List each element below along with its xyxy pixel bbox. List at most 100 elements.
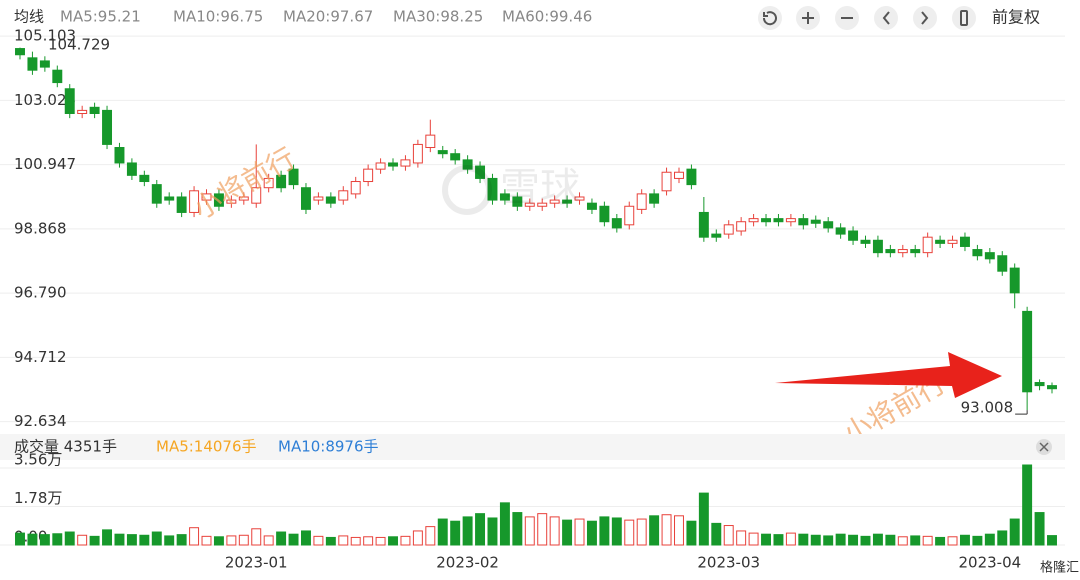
y-tick-label: 96.790 xyxy=(14,284,67,302)
volume-bar xyxy=(102,529,113,546)
candle-body xyxy=(388,162,398,167)
x-tick-label: 2023-04 xyxy=(958,554,1021,572)
volume-bar xyxy=(499,502,510,546)
zoom-out-button[interactable] xyxy=(835,6,859,30)
candle-body xyxy=(1047,385,1057,390)
candle-body xyxy=(263,177,274,189)
volume-bar xyxy=(674,515,684,546)
candle-body xyxy=(686,168,697,186)
candle-body xyxy=(425,134,436,149)
candle-body xyxy=(139,174,150,183)
toolbar xyxy=(758,6,976,30)
volume-bar xyxy=(1034,512,1045,546)
volume-bar xyxy=(487,517,498,546)
adjust-toggle[interactable]: 前复权 xyxy=(992,8,1040,27)
volume-bar xyxy=(338,535,349,546)
candle-body xyxy=(624,205,635,226)
candle-body xyxy=(698,211,709,238)
candle-body xyxy=(437,150,448,155)
volume-bar xyxy=(1009,518,1020,546)
candle-body xyxy=(922,236,933,254)
candle-body xyxy=(910,249,921,254)
reset-button[interactable] xyxy=(758,6,782,30)
min-label: 93.008 xyxy=(961,399,1014,417)
zoom-in-button[interactable] xyxy=(796,6,820,30)
x-tick-label: 2023-03 xyxy=(697,554,760,572)
x-tick-label: 2023-02 xyxy=(436,554,499,572)
volume-bar xyxy=(624,519,635,546)
volume-bar xyxy=(350,536,361,546)
candle-body xyxy=(15,48,25,56)
volume-bar xyxy=(872,533,883,546)
candle-body xyxy=(77,109,88,114)
volume-bar xyxy=(947,536,958,546)
volume-bar xyxy=(164,535,175,546)
volume-bar xyxy=(661,514,672,546)
candle-body xyxy=(1034,382,1045,387)
volume-bar xyxy=(238,534,249,546)
ma-legend: MA60:99.46 xyxy=(502,8,592,26)
candle-body xyxy=(338,190,349,201)
volume-bar xyxy=(64,531,75,546)
volume-bar xyxy=(910,535,921,546)
candle-body xyxy=(835,227,846,235)
volume-bar xyxy=(151,531,162,546)
candle-body xyxy=(636,193,647,210)
candle-body xyxy=(251,187,262,204)
candle-body xyxy=(176,196,187,213)
candle-body xyxy=(537,202,548,207)
volume-bar xyxy=(562,519,573,546)
candle-body xyxy=(723,224,734,235)
volume-bar xyxy=(537,513,548,546)
volume-bar xyxy=(450,520,461,546)
volume-ma5: MA5:14076手 xyxy=(156,438,257,456)
volume-bar xyxy=(114,533,125,546)
candle-body xyxy=(189,190,200,213)
candle-body xyxy=(599,205,610,223)
y-tick-label: 98.868 xyxy=(14,219,67,237)
volume-bar xyxy=(848,534,859,546)
candle-body xyxy=(785,218,796,223)
y-tick-label: 100.947 xyxy=(14,155,76,173)
candle-body xyxy=(798,218,809,226)
candle-body xyxy=(524,202,535,207)
candle-body xyxy=(748,218,759,223)
prev-button[interactable] xyxy=(874,6,898,30)
candle-body xyxy=(562,199,573,204)
candle-body xyxy=(450,153,461,161)
volume-bar xyxy=(201,535,212,546)
next-button[interactable] xyxy=(913,6,937,30)
candle-body xyxy=(661,171,672,192)
candle-body xyxy=(126,162,137,176)
candle-body xyxy=(52,69,63,84)
volume-bar xyxy=(77,534,88,546)
candle-body xyxy=(164,196,175,201)
volume-bar xyxy=(785,532,796,546)
candle-body xyxy=(39,60,50,68)
candle-body xyxy=(27,57,38,71)
volume-bar xyxy=(897,536,908,546)
volume-bar xyxy=(823,535,834,546)
volume-bar xyxy=(835,533,846,546)
candle-body xyxy=(462,159,473,170)
candle-body xyxy=(823,221,834,229)
volume-ma10: MA10:8976手 xyxy=(278,438,379,456)
candle-toggle[interactable] xyxy=(952,6,976,30)
volume-bar xyxy=(611,517,622,546)
volume-bar xyxy=(388,536,398,546)
candle-body xyxy=(947,239,958,244)
candle-body xyxy=(773,218,784,223)
close-volume[interactable] xyxy=(1036,439,1052,455)
volume-bar xyxy=(375,536,386,546)
ma-legend: MA30:98.25 xyxy=(393,8,483,26)
v-tick-label: 3.56万 xyxy=(14,451,62,469)
volume-bar xyxy=(475,513,486,546)
candle-body xyxy=(238,196,249,201)
volume-bar xyxy=(959,534,970,546)
candle-body xyxy=(276,174,287,189)
watermark-icon xyxy=(442,165,492,215)
volume-bar xyxy=(263,535,274,546)
